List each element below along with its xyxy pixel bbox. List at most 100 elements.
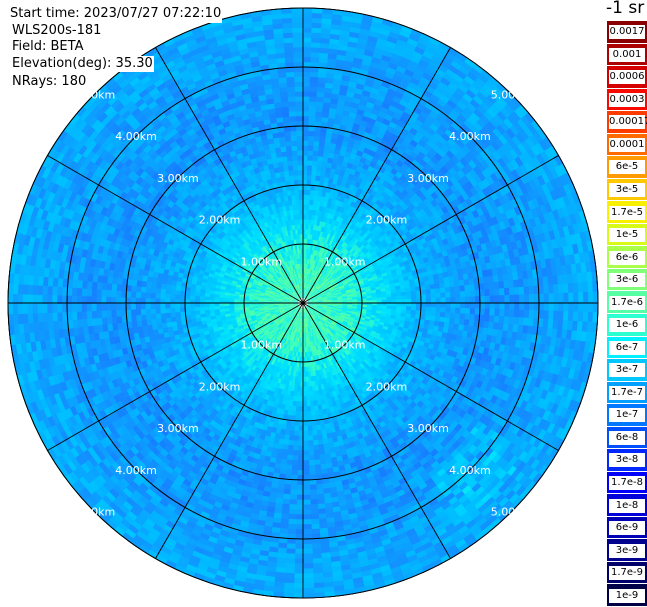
range-gate-cell (304, 293, 307, 299)
range-gate-cell (324, 243, 330, 250)
range-gate-cell (330, 257, 336, 264)
range-gate-cell (305, 293, 308, 299)
range-gate-cell (330, 23, 344, 31)
range-gate-cell (334, 220, 340, 227)
range-gate-cell (307, 155, 314, 161)
range-gate-cell (336, 244, 342, 251)
range-gate-cell (322, 102, 332, 109)
range-gate-cell (317, 261, 322, 268)
range-gate-cell (306, 263, 309, 269)
range-gate-cell (339, 266, 345, 272)
range-gate-cell (302, 135, 310, 141)
range-gate-cell (304, 288, 306, 294)
range-gate-cell (363, 49, 376, 58)
range-gate-cell (307, 150, 315, 156)
range-gate-cell (354, 232, 361, 240)
range-gate-cell (311, 274, 315, 281)
range-gate-cell (313, 145, 321, 152)
range-gate-cell (317, 76, 328, 84)
range-gate-cell (312, 254, 316, 261)
range-gate-cell (346, 221, 353, 229)
range-gate-cell (338, 39, 351, 47)
range-gate-cell (329, 102, 339, 110)
range-gate-cell (301, 12, 315, 18)
range-gate-cell (345, 244, 351, 251)
range-gate-cell (315, 283, 320, 288)
range-gate-cell (306, 283, 308, 289)
range-gate-cell (316, 285, 321, 290)
range-gate-cell (328, 239, 334, 246)
range-gate-cell (331, 88, 342, 95)
range-gate-cell (369, 25, 383, 34)
range-gate-cell (322, 258, 327, 264)
range-gate-cell (313, 265, 317, 271)
range-gate-cell (301, 32, 314, 38)
range-gate-cell (339, 240, 345, 247)
range-gate-cell (332, 236, 339, 243)
range-gate-cell (311, 175, 317, 181)
range-gate-cell (302, 223, 307, 230)
range-gate-cell (348, 247, 355, 254)
range-gate-cell (307, 289, 310, 295)
range-gate-cell (332, 273, 338, 278)
range-gate-cell (309, 101, 318, 107)
range-gate-cell (326, 274, 332, 280)
range-gate-cell (347, 246, 353, 252)
range-gate-cell (325, 132, 334, 139)
range-gate-cell (313, 282, 318, 288)
range-gate-cell (335, 249, 341, 256)
range-gate-cell (338, 217, 345, 224)
range-gate-cell (302, 51, 313, 58)
range-gate-cell (310, 184, 316, 191)
range-gate-cell (336, 54, 348, 62)
range-gate-cell (331, 271, 337, 277)
range-gate-cell (349, 234, 355, 242)
range-gate-cell (306, 295, 311, 300)
range-gate-cell (338, 34, 352, 42)
range-gate-cell (343, 256, 350, 263)
range-gate-cell (321, 275, 326, 281)
range-gate-cell (324, 265, 330, 272)
range-gate-cell (318, 67, 329, 74)
range-gate-cell (323, 277, 329, 283)
range-gate-cell (328, 234, 334, 241)
range-gate-cell (322, 237, 327, 243)
range-gate-cell (315, 111, 324, 118)
range-gate-cell (308, 284, 312, 290)
range-gate-cell (302, 150, 309, 156)
range-gate-cell (302, 130, 310, 136)
range-gate-cell (355, 240, 362, 247)
range-gate-cell (308, 290, 313, 296)
range-gate-cell (310, 189, 316, 196)
range-gate-cell (330, 235, 336, 242)
range-gate-cell (302, 105, 311, 112)
range-gate-cell (332, 230, 338, 237)
range-gate-cell (353, 238, 360, 245)
range-gate-cell (355, 247, 362, 254)
range-gate-cell (330, 246, 336, 252)
range-gate-cell (302, 125, 310, 131)
range-gate-cell (306, 189, 312, 196)
range-gate-cell (302, 155, 309, 161)
range-gate-cell (306, 288, 309, 294)
range-gate-cell (310, 56, 322, 63)
range-gate-cell (309, 91, 319, 98)
range-gate-cell (347, 227, 353, 234)
range-gate-cell (327, 255, 333, 262)
range-gate-cell (308, 125, 317, 132)
range-gate-cell (337, 44, 350, 52)
range-gate-cell (326, 62, 338, 70)
range-gate-cell (346, 259, 353, 266)
range-gate-cell (313, 140, 321, 147)
range-gate-cell (328, 245, 334, 251)
range-gate-cell (312, 160, 319, 167)
range-gate-cell (319, 251, 324, 258)
range-gate-cell (315, 245, 320, 252)
range-gate-cell (307, 160, 314, 166)
range-gate-cell (301, 7, 315, 14)
range-gate-cell (335, 59, 347, 66)
range-gate-cell (306, 296, 311, 300)
range-gate-cell (331, 14, 345, 21)
range-gate-cell (308, 258, 311, 265)
range-gate-cell (317, 286, 323, 291)
